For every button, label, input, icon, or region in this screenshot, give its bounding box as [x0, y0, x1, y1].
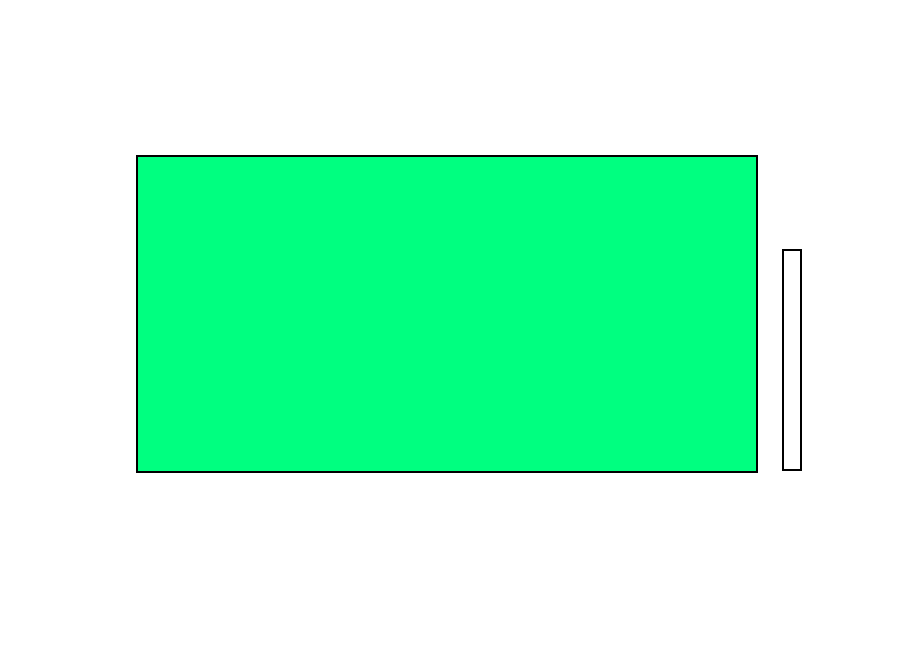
colorbar [780, 204, 804, 516]
colorbar-bands [782, 249, 802, 471]
contour-plot-area [136, 155, 758, 473]
velocity-field-image [138, 157, 756, 471]
